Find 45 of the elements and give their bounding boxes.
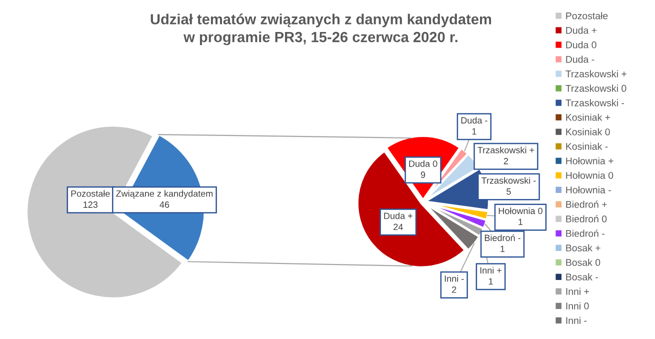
slice-label: Inni -	[444, 275, 464, 282]
text: Udział tematów związanych z danym kandydatem w programie PR3, 15-26 czerwca 2020 r.	[150, 14, 492, 46]
legend-label: Trzaskowski -	[566, 99, 624, 106]
legend-label: Hołownia -	[566, 186, 611, 194]
data-label: 1	[500, 246, 505, 252]
legend-label: Kosiniak -	[566, 142, 608, 150]
data-label: 24	[394, 224, 403, 230]
legend-label: Bosak 0	[566, 258, 600, 266]
legend-label: Hołownia +	[566, 157, 614, 164]
data-label: 9	[420, 172, 426, 178]
slice-label: Trzaskowski +	[478, 146, 534, 154]
slice-label: Pozostałe	[71, 190, 110, 197]
data-label: 1	[518, 218, 523, 226]
legend-label: Pozostałe	[566, 12, 608, 20]
data-label: 1	[488, 278, 493, 284]
slice-label: Biedroń -	[484, 234, 520, 242]
legend-label: Inni 0	[566, 302, 589, 310]
data-label: 5	[506, 188, 511, 195]
legend-label: Inni +	[566, 288, 589, 295]
legend-label: Biedroń +	[566, 200, 607, 208]
legend-label: Duda 0	[566, 41, 596, 48]
slice-label: Duda +	[384, 212, 412, 220]
data-label: 46	[160, 201, 170, 208]
data-label: 123	[84, 201, 98, 208]
slice-label: Duda -	[461, 116, 488, 124]
legend-label: Bosak -	[566, 273, 598, 280]
data-label: 1	[472, 128, 476, 135]
legend-label: Hołownia 0	[566, 172, 614, 179]
legend-label: Trzaskowski 0	[566, 84, 626, 92]
slice-label: Duda 0	[409, 160, 438, 167]
legend-label: Biedroń 0	[566, 215, 607, 222]
data-label: 2	[452, 286, 456, 293]
data-label: 2	[504, 158, 508, 164]
legend-label: Kosiniak 0	[566, 128, 610, 136]
slice-label: Trzaskowski -	[481, 177, 536, 184]
legend-label: Bosak +	[566, 244, 600, 252]
legend-label: Kosiniak +	[566, 114, 610, 121]
legend-label: Duda +	[566, 26, 597, 34]
slice-label: Inni +	[480, 266, 502, 274]
legend-label: Trzaskowski +	[566, 70, 626, 78]
legend-label: Duda -	[566, 56, 594, 63]
legend-label: Biedroń -	[566, 230, 604, 237]
slice-label: Hołownia 0	[498, 207, 542, 214]
legend-label: Inni -	[566, 316, 587, 324]
slice-label: Związane z kandydatem	[116, 190, 213, 199]
